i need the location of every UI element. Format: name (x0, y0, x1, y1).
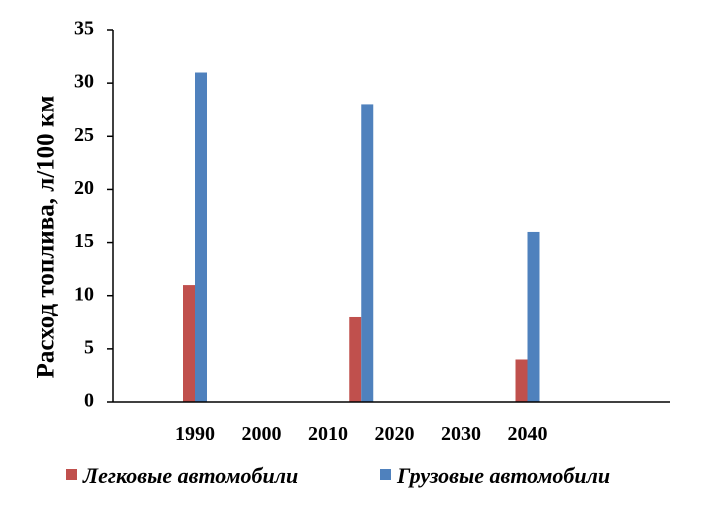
y-tick-label: 10 (74, 283, 94, 305)
y-ticks-group: 0 5 10 15 20 25 30 35 (74, 18, 113, 412)
y-tick-label: 15 (74, 230, 94, 252)
x-tick-label: 2020 (375, 423, 415, 445)
y-tick-label: 35 (74, 18, 94, 40)
y-tick-label: 5 (84, 336, 94, 358)
x-tick-label: 1990 (175, 423, 215, 445)
y-tick-label: 20 (74, 177, 94, 199)
x-ticks-group: 1990 2000 2010 2020 2030 2040 (175, 423, 548, 445)
bar-truck-2015 (361, 104, 374, 403)
legend-label: Грузовые автомобили (396, 463, 610, 488)
bar-passenger-2040 (515, 359, 528, 402)
legend-swatch (66, 469, 77, 480)
y-tick-label: 25 (74, 124, 94, 146)
bar-truck-1990 (195, 72, 207, 402)
bar-passenger-2015 (349, 316, 362, 402)
y-tick-label: 0 (84, 390, 94, 412)
y-axis-title: Расход топлива, л/100 км (33, 96, 60, 379)
x-tick-label: 2010 (308, 423, 348, 445)
bars-group (183, 72, 540, 403)
y-tick-label: 30 (74, 71, 94, 93)
legend-swatch (380, 469, 391, 480)
x-tick-label: 2040 (508, 423, 548, 445)
x-tick-label: 2030 (441, 423, 481, 445)
x-tick-label: 2000 (242, 423, 282, 445)
legend: Легковые автомобили Грузовые автомобили (66, 463, 610, 488)
bar-passenger-1990 (183, 285, 195, 402)
bar-truck-2040 (527, 231, 540, 402)
legend-label: Легковые автомобили (82, 463, 298, 488)
